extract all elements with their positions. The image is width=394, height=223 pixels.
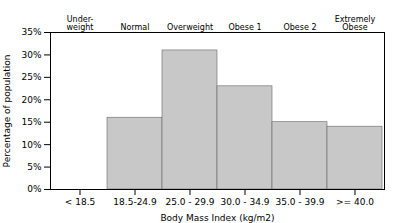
svg-text:< 18.5: < 18.5 [65,197,95,207]
svg-text:>= 40.0: >= 40.0 [336,197,374,207]
svg-text:Under-weight: Under-weight [67,15,94,32]
svg-text:25%: 25% [21,72,41,82]
svg-text:Normal: Normal [121,23,150,32]
svg-text:Overweight: Overweight [167,23,213,32]
svg-text:30%: 30% [21,50,41,60]
svg-text:35.0 - 39.9: 35.0 - 39.9 [275,197,324,207]
svg-text:15%: 15% [21,117,41,127]
svg-text:5%: 5% [27,162,42,172]
svg-text:10%: 10% [21,140,41,150]
svg-text:35%: 35% [21,27,41,37]
svg-text:18.5-24.9: 18.5-24.9 [113,197,157,207]
svg-text:25.0 - 29.9: 25.0 - 29.9 [165,197,214,207]
svg-text:20%: 20% [21,95,41,105]
svg-text:Obese 1: Obese 1 [228,23,261,32]
svg-text:0%: 0% [27,184,42,194]
svg-text:30.0 - 34.9: 30.0 - 34.9 [220,197,269,207]
svg-text:ExtremelyObese: ExtremelyObese [335,15,376,32]
svg-text:Body Mass Index (kg/m2): Body Mass Index (kg/m2) [160,213,274,223]
svg-text:Percentage of population: Percentage of population [2,55,12,168]
svg-text:Obese 2: Obese 2 [283,23,316,32]
